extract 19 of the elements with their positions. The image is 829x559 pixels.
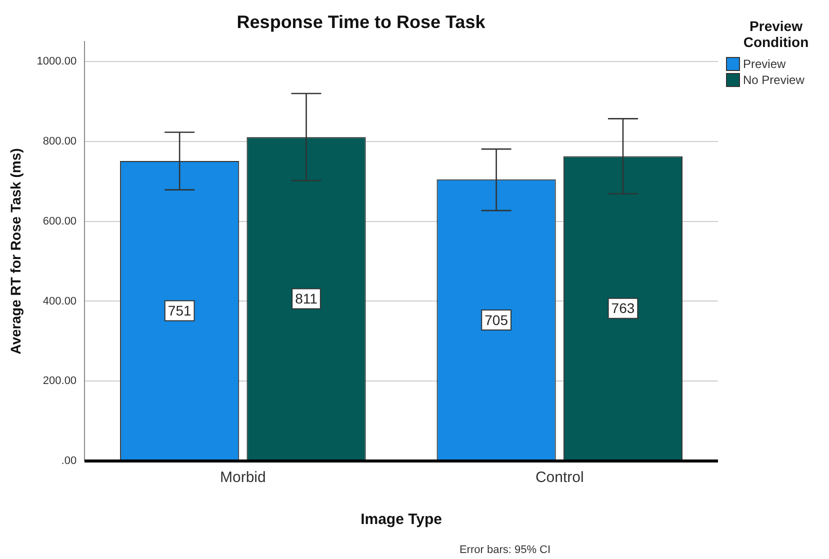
data-label: 751 [168, 302, 192, 319]
y-tick-label: .00 [61, 455, 77, 468]
x-tick-label: Morbid [220, 469, 266, 486]
x-axis-title: Image Type [360, 511, 442, 528]
data-label: 811 [295, 290, 318, 307]
legend-label: No Preview [743, 73, 804, 87]
y-axis-title: Average RT for Rose Task (ms) [7, 148, 24, 354]
data-label: 705 [484, 312, 508, 328]
data-label: 763 [611, 300, 635, 316]
y-tick-label: 1000.00 [36, 56, 77, 68]
y-tick-label: 600.00 [42, 215, 77, 228]
text: Error bars: 95% CI [459, 544, 551, 556]
chart-title: Response Time to Rose Task [236, 12, 486, 32]
legend-label: Preview [743, 57, 786, 71]
y-tick-label: 400.00 [42, 295, 77, 308]
y-tick-label: 200.00 [42, 375, 77, 388]
y-tick-label: 800.00 [42, 135, 77, 148]
legend-title: Preview Condition [742, 18, 810, 50]
x-tick-label: Control [535, 469, 584, 486]
